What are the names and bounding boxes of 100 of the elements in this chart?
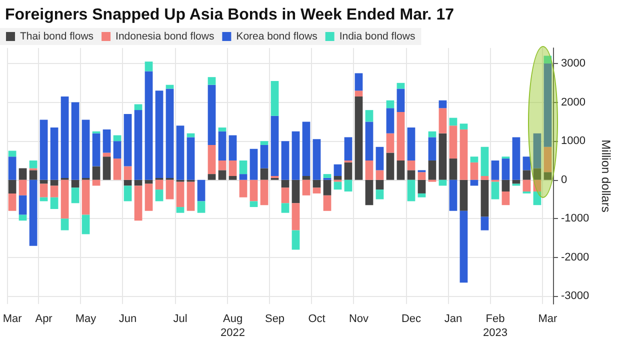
bar [166,180,174,200]
bar [460,210,468,283]
bar [312,139,321,180]
bar [512,180,520,184]
bar [71,180,80,188]
bar [50,128,58,180]
bar [239,160,248,174]
bar [29,170,38,180]
x-tick-label: Jun [118,313,137,325]
bar [281,203,290,213]
bar [50,197,58,209]
bar [470,180,478,186]
x-tick-label: Dec [401,313,422,325]
x-tick-label: Jan [444,313,462,325]
bar [480,176,489,180]
bar [502,180,510,192]
bar [396,88,405,112]
bar [438,108,447,134]
bar [250,201,258,208]
bar [208,144,216,174]
bar [82,180,90,215]
bar [302,180,310,196]
bar [460,180,468,211]
bar [186,137,195,180]
bar [155,180,164,190]
bar [176,126,184,180]
bar [323,174,332,178]
bar [218,131,226,160]
bar [281,141,290,180]
bar [208,84,216,145]
bar [71,102,80,180]
bar [18,214,27,221]
bar [365,110,374,122]
bar [522,156,531,170]
legend-label: Thai bond flows [20,30,94,42]
bar [407,128,416,160]
bar [386,108,394,134]
bar [334,176,342,180]
bar [312,188,321,194]
bar [502,192,510,206]
bar [544,64,552,147]
bar [228,135,237,160]
y-tick-label: 0 [560,174,568,186]
bar [134,180,142,186]
bar [239,180,248,198]
bar [533,192,542,206]
y-tick-label: 2000 [560,96,586,108]
bar [208,174,216,180]
bar [186,182,195,211]
bar [18,195,27,215]
legend-label: Korea bond flows [236,30,318,42]
bar [281,180,290,188]
bar [449,180,458,211]
x-tick-label: Feb 2023 [482,313,508,339]
y-tick-label: -1000 [560,212,590,225]
bar [8,180,16,194]
bar [124,180,132,186]
bar [502,158,510,180]
bar [292,203,300,230]
bar [102,129,111,153]
bar [260,141,268,145]
bar [438,180,447,186]
x-tick-label: Jul [173,313,188,325]
bar [60,218,69,230]
chart-title: Foreigners Snapped Up Asia Bonds in Week Ended Mar. 17 [5,6,454,24]
bar [376,190,384,200]
bar [124,186,132,202]
bar [113,141,122,159]
bar [82,214,90,234]
bar [449,118,458,126]
x-tick-label: Sep [264,313,285,325]
bar [218,160,226,170]
bar [134,186,142,221]
bar [292,230,300,250]
bar [344,162,352,180]
bar [40,120,48,180]
bar [228,160,237,176]
bar [533,180,542,192]
bar [102,156,111,180]
bar [365,160,374,180]
bar [71,188,80,204]
bar [218,128,226,132]
bar [144,180,153,184]
legend-label: Indonesia bond flows [116,30,214,42]
bar [82,120,90,178]
bar [344,180,352,192]
bar [208,77,216,85]
bar [281,188,290,204]
bar [113,158,122,180]
bar [323,180,332,196]
bar [250,180,258,202]
bar [449,158,458,180]
y-axis-title: Million dollars [599,140,613,212]
bar [197,201,206,213]
bar [512,137,520,180]
bar [428,160,436,180]
bar [40,180,48,184]
bar [92,133,100,166]
bar [544,56,552,64]
bar [418,180,426,194]
